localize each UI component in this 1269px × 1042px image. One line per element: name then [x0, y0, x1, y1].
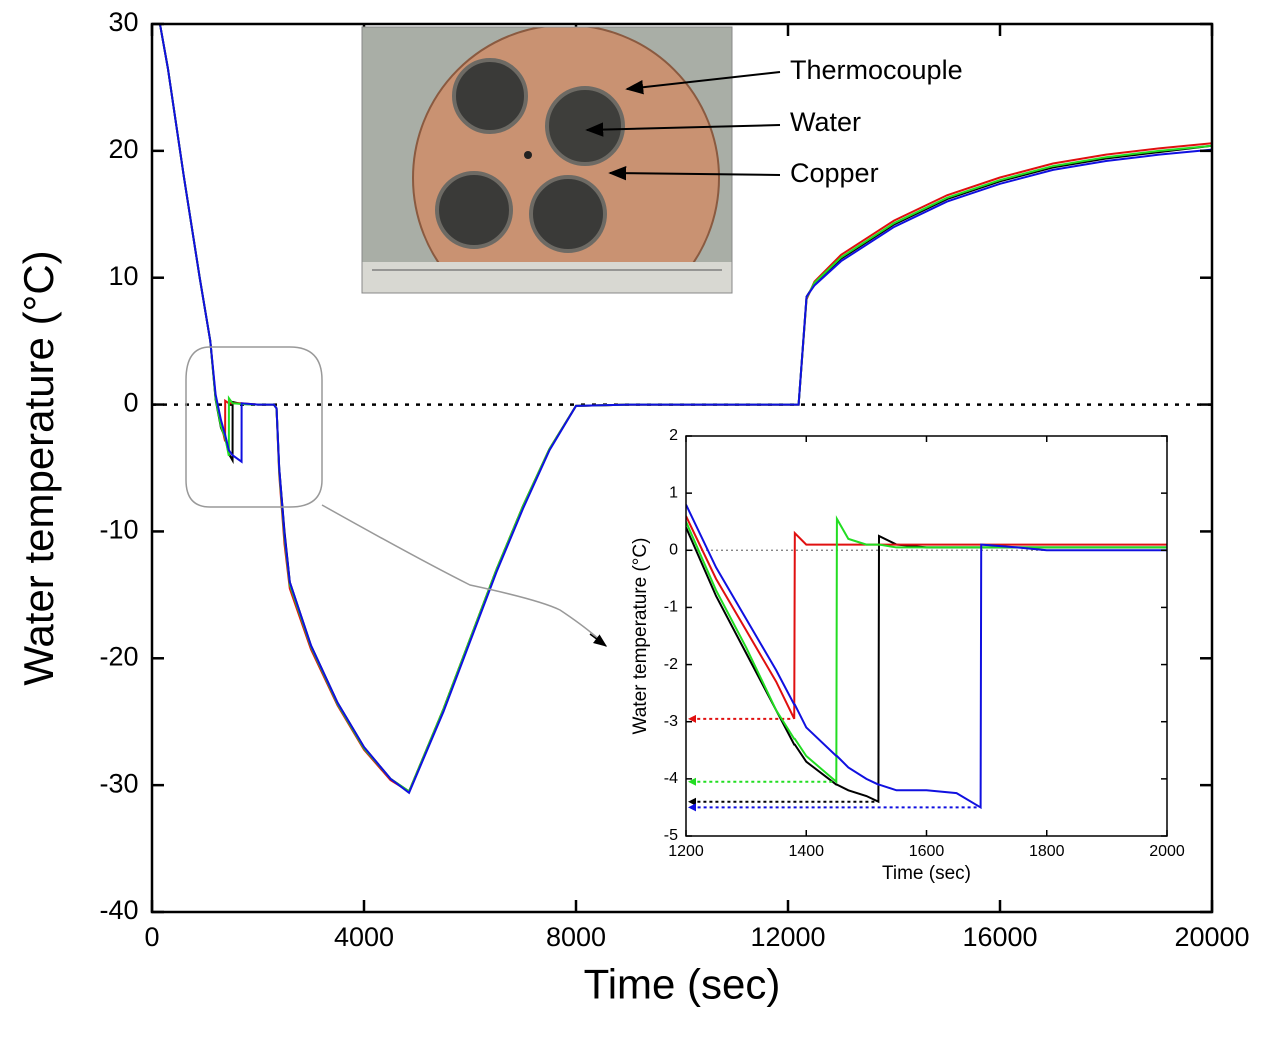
- y-tick-label: -40: [99, 895, 138, 925]
- x-axis-label: Time (sec): [584, 960, 781, 1007]
- y-tick-label: -1: [664, 599, 678, 616]
- annotation-arrow: [585, 122, 781, 137]
- y-axis-label: Water temperature (°C): [630, 538, 651, 735]
- series-line: [158, 24, 1212, 795]
- annotation: Copper: [790, 158, 879, 188]
- x-tick-label: 1400: [788, 843, 824, 860]
- x-tick-label: 12000: [750, 922, 825, 952]
- annotation-arrow: [625, 71, 781, 95]
- y-tick-label: -30: [99, 768, 138, 798]
- x-tick-label: 20000: [1174, 922, 1249, 952]
- x-tick-label: 2000: [1149, 843, 1185, 860]
- y-tick-label: 2: [669, 427, 678, 444]
- annotation: Water: [790, 107, 861, 137]
- x-axis-label: Time (sec): [882, 863, 971, 884]
- y-tick-label: -2: [664, 656, 678, 673]
- x-tick-label: 1800: [1029, 843, 1065, 860]
- y-tick-label: -10: [99, 515, 138, 545]
- annotation: Thermocouple: [790, 55, 963, 85]
- minimum-arrowhead: [688, 777, 696, 786]
- y-tick-label: 20: [108, 134, 138, 164]
- y-tick-label: 1: [669, 484, 678, 501]
- x-tick-label: 4000: [334, 922, 394, 952]
- minimum-arrowhead: [688, 714, 696, 723]
- zoom-connector: [321, 504, 606, 646]
- y-tick-label: -4: [664, 770, 678, 787]
- series-line: [686, 504, 1167, 810]
- minimum-arrowhead: [688, 803, 696, 812]
- plot-frame: [150, 22, 1214, 914]
- photo: [362, 27, 732, 293]
- y-tick-label: -3: [664, 713, 678, 730]
- inset-plot: 1200 1400 1600 1800 2000 -5 -4 -3 -2 -1 0 1 2 Time (s…: [630, 427, 1185, 884]
- plot-area: [686, 436, 1167, 836]
- y-tick-label: 0: [123, 388, 138, 418]
- y-tick-label: 30: [108, 7, 138, 37]
- y-tick-label: 10: [108, 261, 138, 291]
- minimum-arrowhead: [688, 797, 696, 806]
- annotation-arrow: [608, 165, 781, 181]
- main-plot: 0 4000 8000 12000 16000 20000-40-30-20-100102…: [15, 7, 1249, 1007]
- x-tick-label: 0: [144, 922, 159, 952]
- zoom-box: [185, 346, 323, 508]
- x-tick-label: 8000: [546, 922, 606, 952]
- y-tick-label: -5: [664, 827, 678, 844]
- y-tick-label: -20: [99, 641, 138, 671]
- x-tick-label: 1200: [668, 843, 704, 860]
- y-tick-label: 0: [669, 542, 678, 559]
- series-line: [686, 515, 1167, 784]
- y-axis-label: Water temperature (°C): [15, 250, 62, 685]
- photo-frame: [361, 26, 733, 294]
- x-tick-label: 16000: [962, 922, 1037, 952]
- x-tick-label: 1600: [909, 843, 945, 860]
- zoom-arrow: [589, 633, 608, 647]
